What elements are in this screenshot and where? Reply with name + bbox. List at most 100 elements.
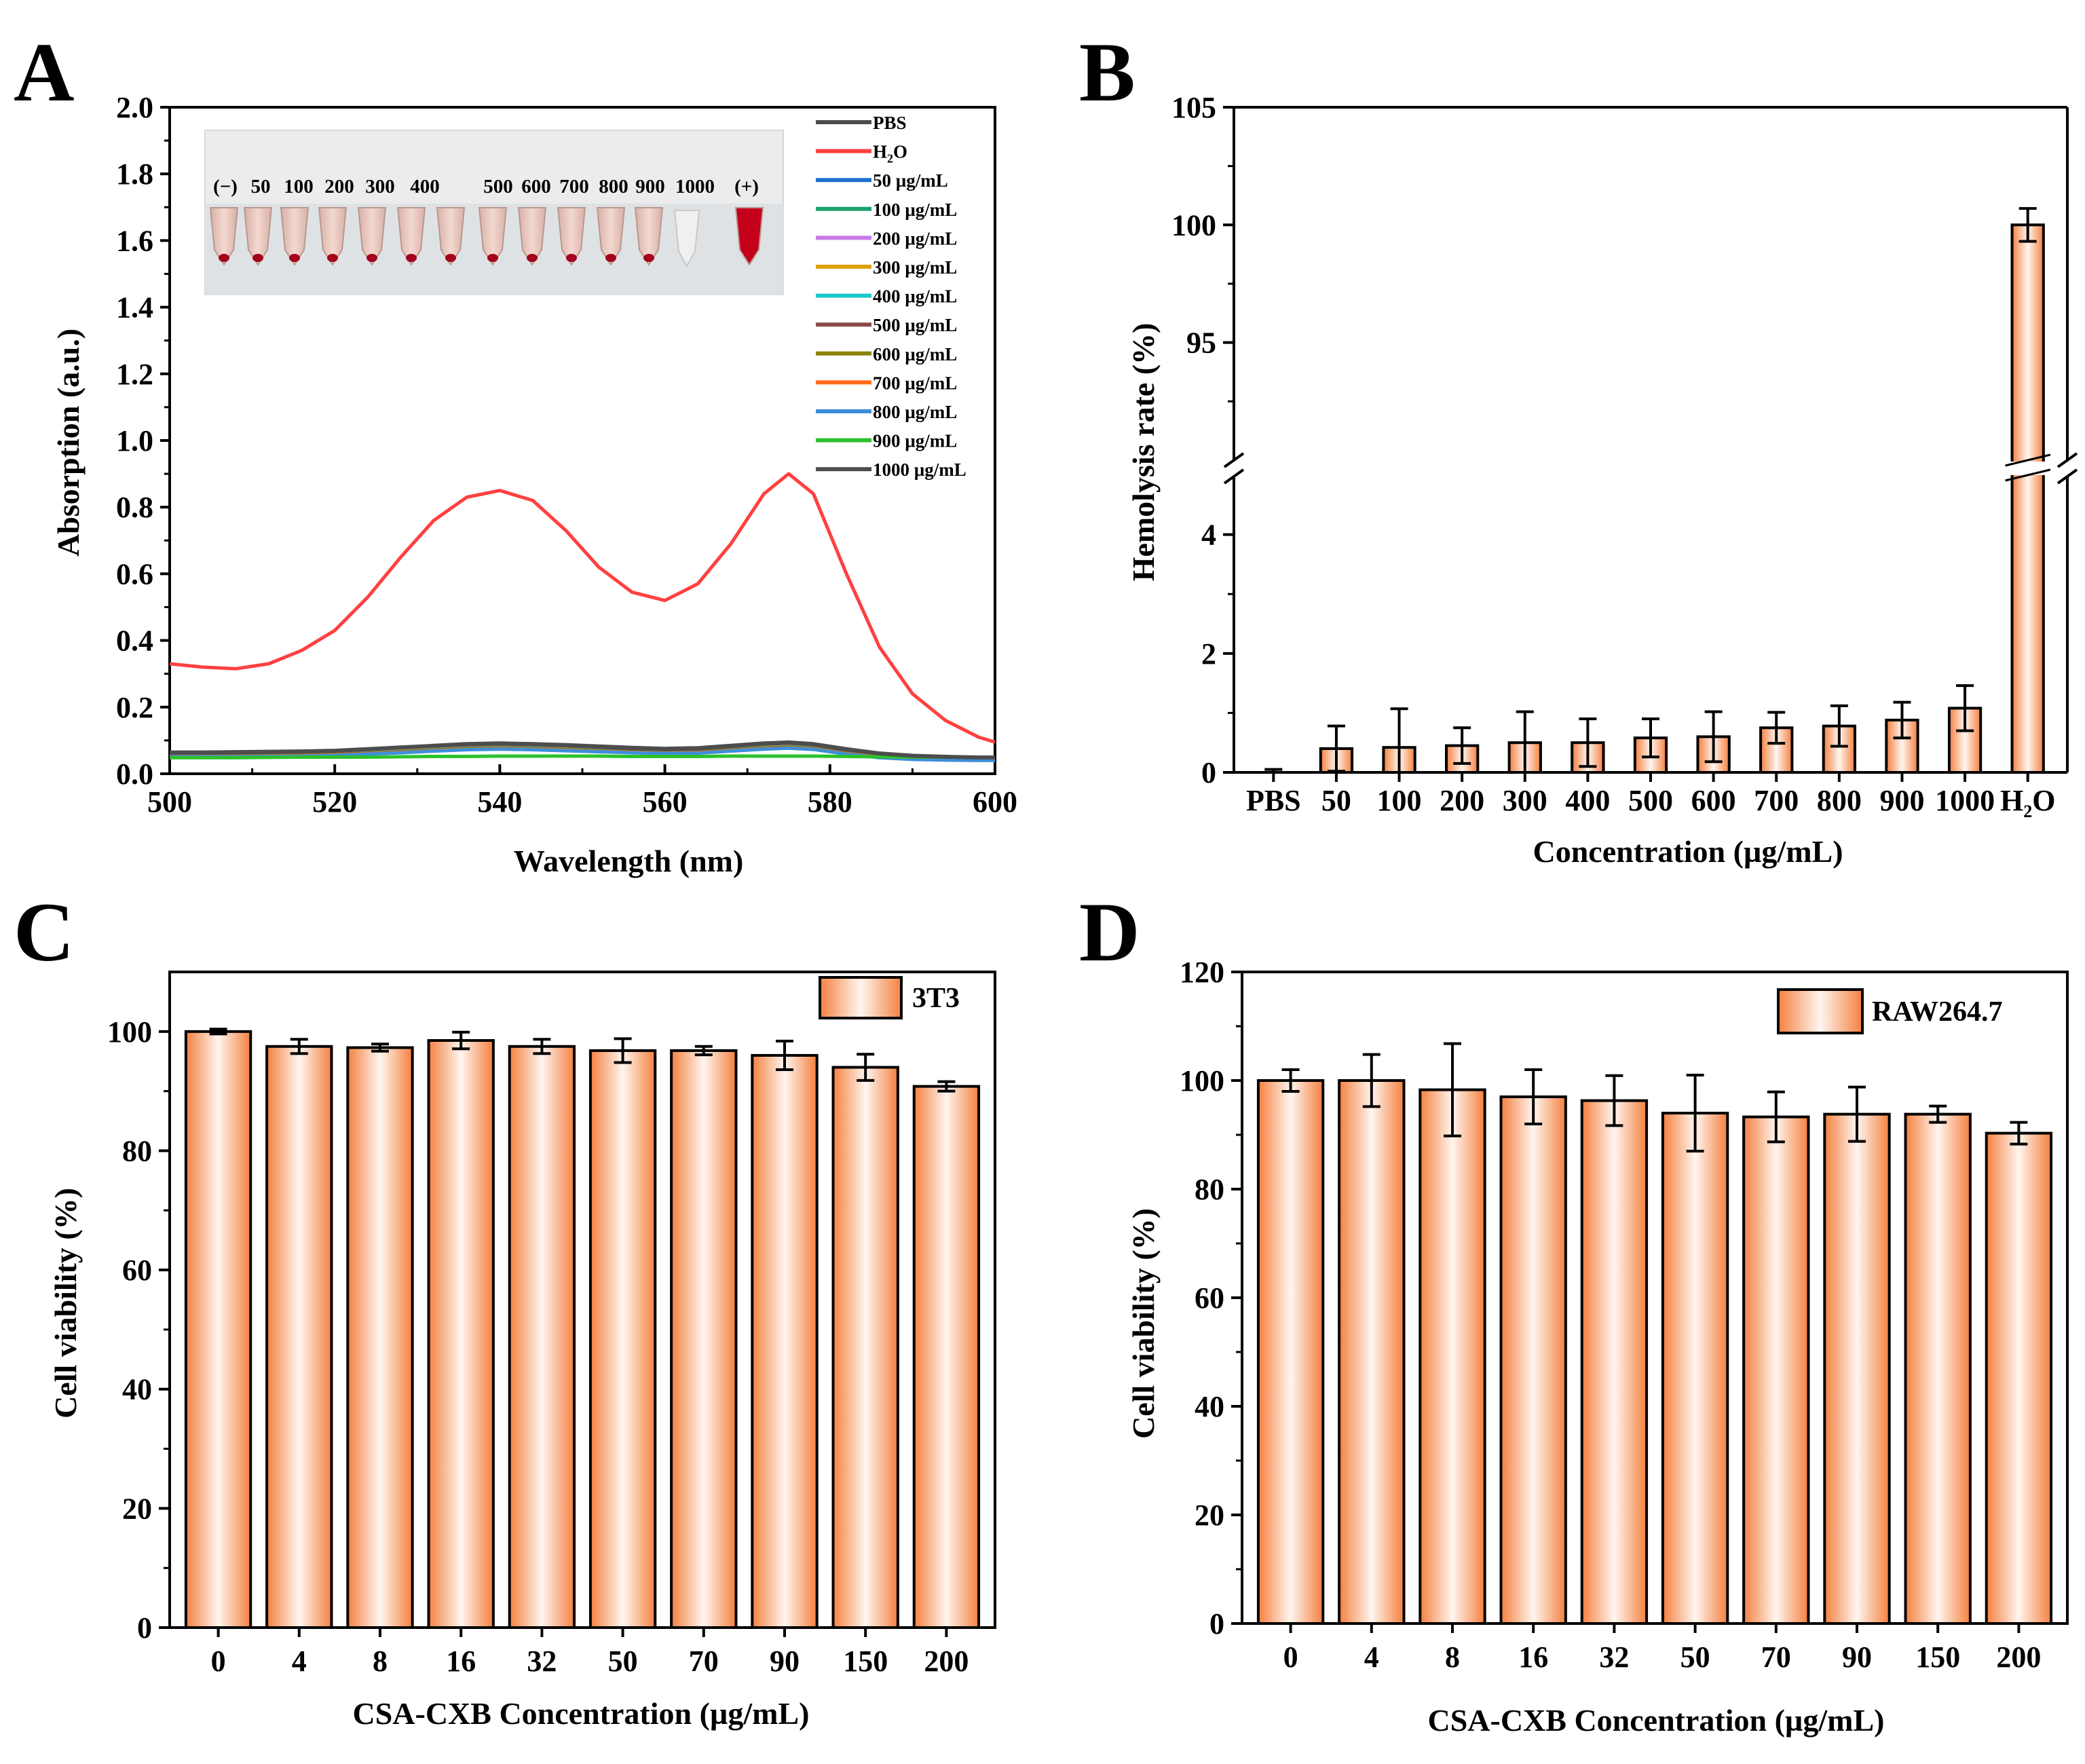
panel-d-y-tick-label: 80 bbox=[1195, 1173, 1224, 1206]
panel-b-y-tick-label: 100 bbox=[1171, 208, 1216, 242]
panel-c-x-tick-label: 16 bbox=[446, 1645, 476, 1678]
panel-b-hemolysis-chart: PBS 50 100 200 300 400 500 600 700 800 900 1000 H2O 0… bbox=[1126, 91, 2078, 869]
panel-c-bar bbox=[831, 1066, 899, 1629]
panel-d-legend-label: RAW264.7 bbox=[1872, 996, 2003, 1028]
panel-c-legend: 3T3 bbox=[819, 976, 960, 1019]
panel-letter-a: A bbox=[14, 26, 75, 119]
series-line-h2o bbox=[169, 472, 996, 744]
hemolysis-tube-photo-inset: (−) 50 100 200 300 400 500 600 700 800 900 1000 (+) bbox=[204, 130, 784, 295]
panel-d-raw264-viability-chart: 0 4 8 16 32 50 70 90 150 200 0 20 40 60 80 100 120 RAW26… bbox=[1126, 956, 2069, 1738]
panel-b-x-tick-label: 50 bbox=[1321, 784, 1351, 817]
panel-d-x-tick-label: 0 bbox=[1283, 1640, 1298, 1674]
panel-a-y-tick-label: 1.0 bbox=[116, 424, 153, 457]
panel-b-x-tick-label: 1000 bbox=[1935, 784, 1995, 817]
inset-tube-label: 600 bbox=[521, 176, 551, 198]
panel-c-legend-swatch bbox=[819, 976, 903, 1019]
legend-label: 200 µg/mL bbox=[873, 228, 957, 248]
inset-tube-label: 50 bbox=[251, 176, 271, 198]
panel-c-3t3-viability-chart: 0 4 8 16 32 50 70 90 150 200 0 20 40 60 80 100 3T3 CSA-… bbox=[48, 971, 996, 1731]
panel-c-bar bbox=[265, 1045, 333, 1629]
panel-b-y-tick-label: 4 bbox=[1201, 519, 1216, 552]
panel-b-bar-break-mark bbox=[2005, 468, 2051, 482]
panel-c-x-tick-label: 70 bbox=[689, 1645, 719, 1678]
panel-a-y-tick-label: 0.0 bbox=[116, 757, 153, 791]
panel-b-x-tick-label: H2O bbox=[2000, 784, 2055, 821]
legend-label: 500 µg/mL bbox=[873, 315, 957, 335]
panel-d-y-tick-label: 100 bbox=[1180, 1064, 1224, 1097]
legend-label: 600 µg/mL bbox=[873, 344, 957, 364]
panel-d-y-tick-label: 60 bbox=[1195, 1281, 1224, 1315]
panel-c-bar bbox=[751, 1053, 819, 1629]
panel-letter-d: D bbox=[1079, 886, 1140, 979]
inset-tube-label: (−) bbox=[213, 176, 238, 198]
inset-tube-label: 700 bbox=[559, 176, 589, 198]
inset-rbc-pellet bbox=[566, 254, 577, 262]
panel-c-bar bbox=[912, 1085, 981, 1630]
panel-d-bar bbox=[1823, 1112, 1891, 1625]
inset-tube-label: 300 bbox=[365, 176, 395, 198]
panel-d-x-tick-label: 8 bbox=[1445, 1640, 1460, 1674]
panel-b-y-tick-label: 0 bbox=[1201, 756, 1216, 789]
panel-c-x-tick-label: 150 bbox=[843, 1645, 888, 1678]
panel-a-x-tick-label: 560 bbox=[643, 785, 688, 819]
legend-label: 900 µg/mL bbox=[873, 431, 957, 451]
panel-b-x-tick-label: 400 bbox=[1565, 784, 1610, 817]
panel-c-bar bbox=[588, 1049, 657, 1630]
panel-a-x-tick-label: 520 bbox=[312, 785, 357, 819]
panel-b-y-axis-title: Hemolysis rate (%) bbox=[1126, 323, 1161, 582]
panel-c-x-tick-label: 50 bbox=[608, 1645, 638, 1678]
series-line-900-ug-ml bbox=[170, 754, 995, 759]
inset-rbc-pellet bbox=[367, 254, 377, 262]
panel-c-y-axis-title: Cell viability (%) bbox=[48, 1188, 83, 1419]
panel-b-x-tick-label: 200 bbox=[1440, 784, 1484, 817]
panel-a-y-tick-label: 1.8 bbox=[116, 157, 153, 191]
panel-c-bar bbox=[427, 1038, 495, 1630]
inset-tube-label: 100 bbox=[284, 176, 314, 198]
legend-label: 700 µg/mL bbox=[873, 373, 957, 393]
panel-b-axis-break-mark bbox=[2056, 452, 2078, 468]
inset-tube-label: 400 bbox=[410, 176, 440, 198]
inset-tube-label: 1000 bbox=[675, 176, 715, 198]
panel-a-y-tick-label: 1.4 bbox=[116, 291, 153, 324]
panel-d-bar bbox=[1742, 1115, 1810, 1625]
panel-a-y-tick-label: 1.6 bbox=[116, 224, 153, 257]
panel-d-y-tick-label: 0 bbox=[1209, 1607, 1224, 1640]
panel-d-x-tick-label: 4 bbox=[1364, 1640, 1379, 1674]
panel-d-x-tick-label: 150 bbox=[1915, 1640, 1960, 1674]
panel-d-y-axis-title: Cell viability (%) bbox=[1126, 1208, 1161, 1439]
panel-b-x-axis-title: Concentration (µg/mL) bbox=[1533, 834, 1843, 869]
panel-d-legend-swatch bbox=[1777, 988, 1864, 1034]
panel-d-x-tick-label: 50 bbox=[1680, 1640, 1710, 1674]
panel-d-bar bbox=[1985, 1131, 2053, 1625]
series-line-pbs bbox=[170, 740, 995, 759]
inset-rbc-pellet bbox=[406, 254, 417, 262]
panel-b-y-tick-label: 2 bbox=[1201, 637, 1216, 671]
inset-rbc-pellet bbox=[605, 254, 616, 262]
panel-c-y-tick-label: 80 bbox=[122, 1134, 152, 1167]
panel-a-x-tick-label: 600 bbox=[973, 785, 1017, 819]
panel-a-x-tick-label: 580 bbox=[808, 785, 852, 819]
panel-c-bar bbox=[508, 1045, 576, 1629]
panel-letter-c: C bbox=[14, 886, 75, 979]
panel-c-x-tick-label: 8 bbox=[373, 1645, 388, 1678]
legend-label: 300 µg/mL bbox=[873, 257, 957, 278]
panel-a-y-tick-label: 0.8 bbox=[116, 491, 153, 524]
panel-d-bar bbox=[1580, 1099, 1649, 1625]
inset-rbc-pellet bbox=[445, 254, 456, 262]
panel-d-x-axis-title: CSA-CXB Concentration (µg/mL) bbox=[1427, 1703, 1884, 1738]
panel-a-x-tick-label: 500 bbox=[147, 785, 192, 819]
panel-b-x-tick-label: PBS bbox=[1246, 784, 1301, 817]
legend-label: PBS bbox=[873, 113, 907, 133]
panel-d-x-tick-label: 70 bbox=[1761, 1640, 1791, 1674]
panel-c-legend-label: 3T3 bbox=[912, 983, 960, 1014]
inset-rbc-pellet bbox=[327, 254, 338, 262]
panel-a-y-tick-label: 0.6 bbox=[116, 557, 153, 590]
inset-positive-tube bbox=[734, 207, 764, 266]
panel-letter-b: B bbox=[1079, 26, 1135, 119]
legend-label: 400 µg/mL bbox=[873, 286, 957, 307]
panel-c-y-tick-label: 40 bbox=[122, 1373, 152, 1406]
panel-d-bar bbox=[1256, 1079, 1325, 1625]
panel-d-y-tick-label: 40 bbox=[1195, 1390, 1224, 1423]
panel-a-absorption-chart: (−) 50 100 200 300 400 500 600 700 800 900 1000 (+) … bbox=[51, 91, 1017, 878]
